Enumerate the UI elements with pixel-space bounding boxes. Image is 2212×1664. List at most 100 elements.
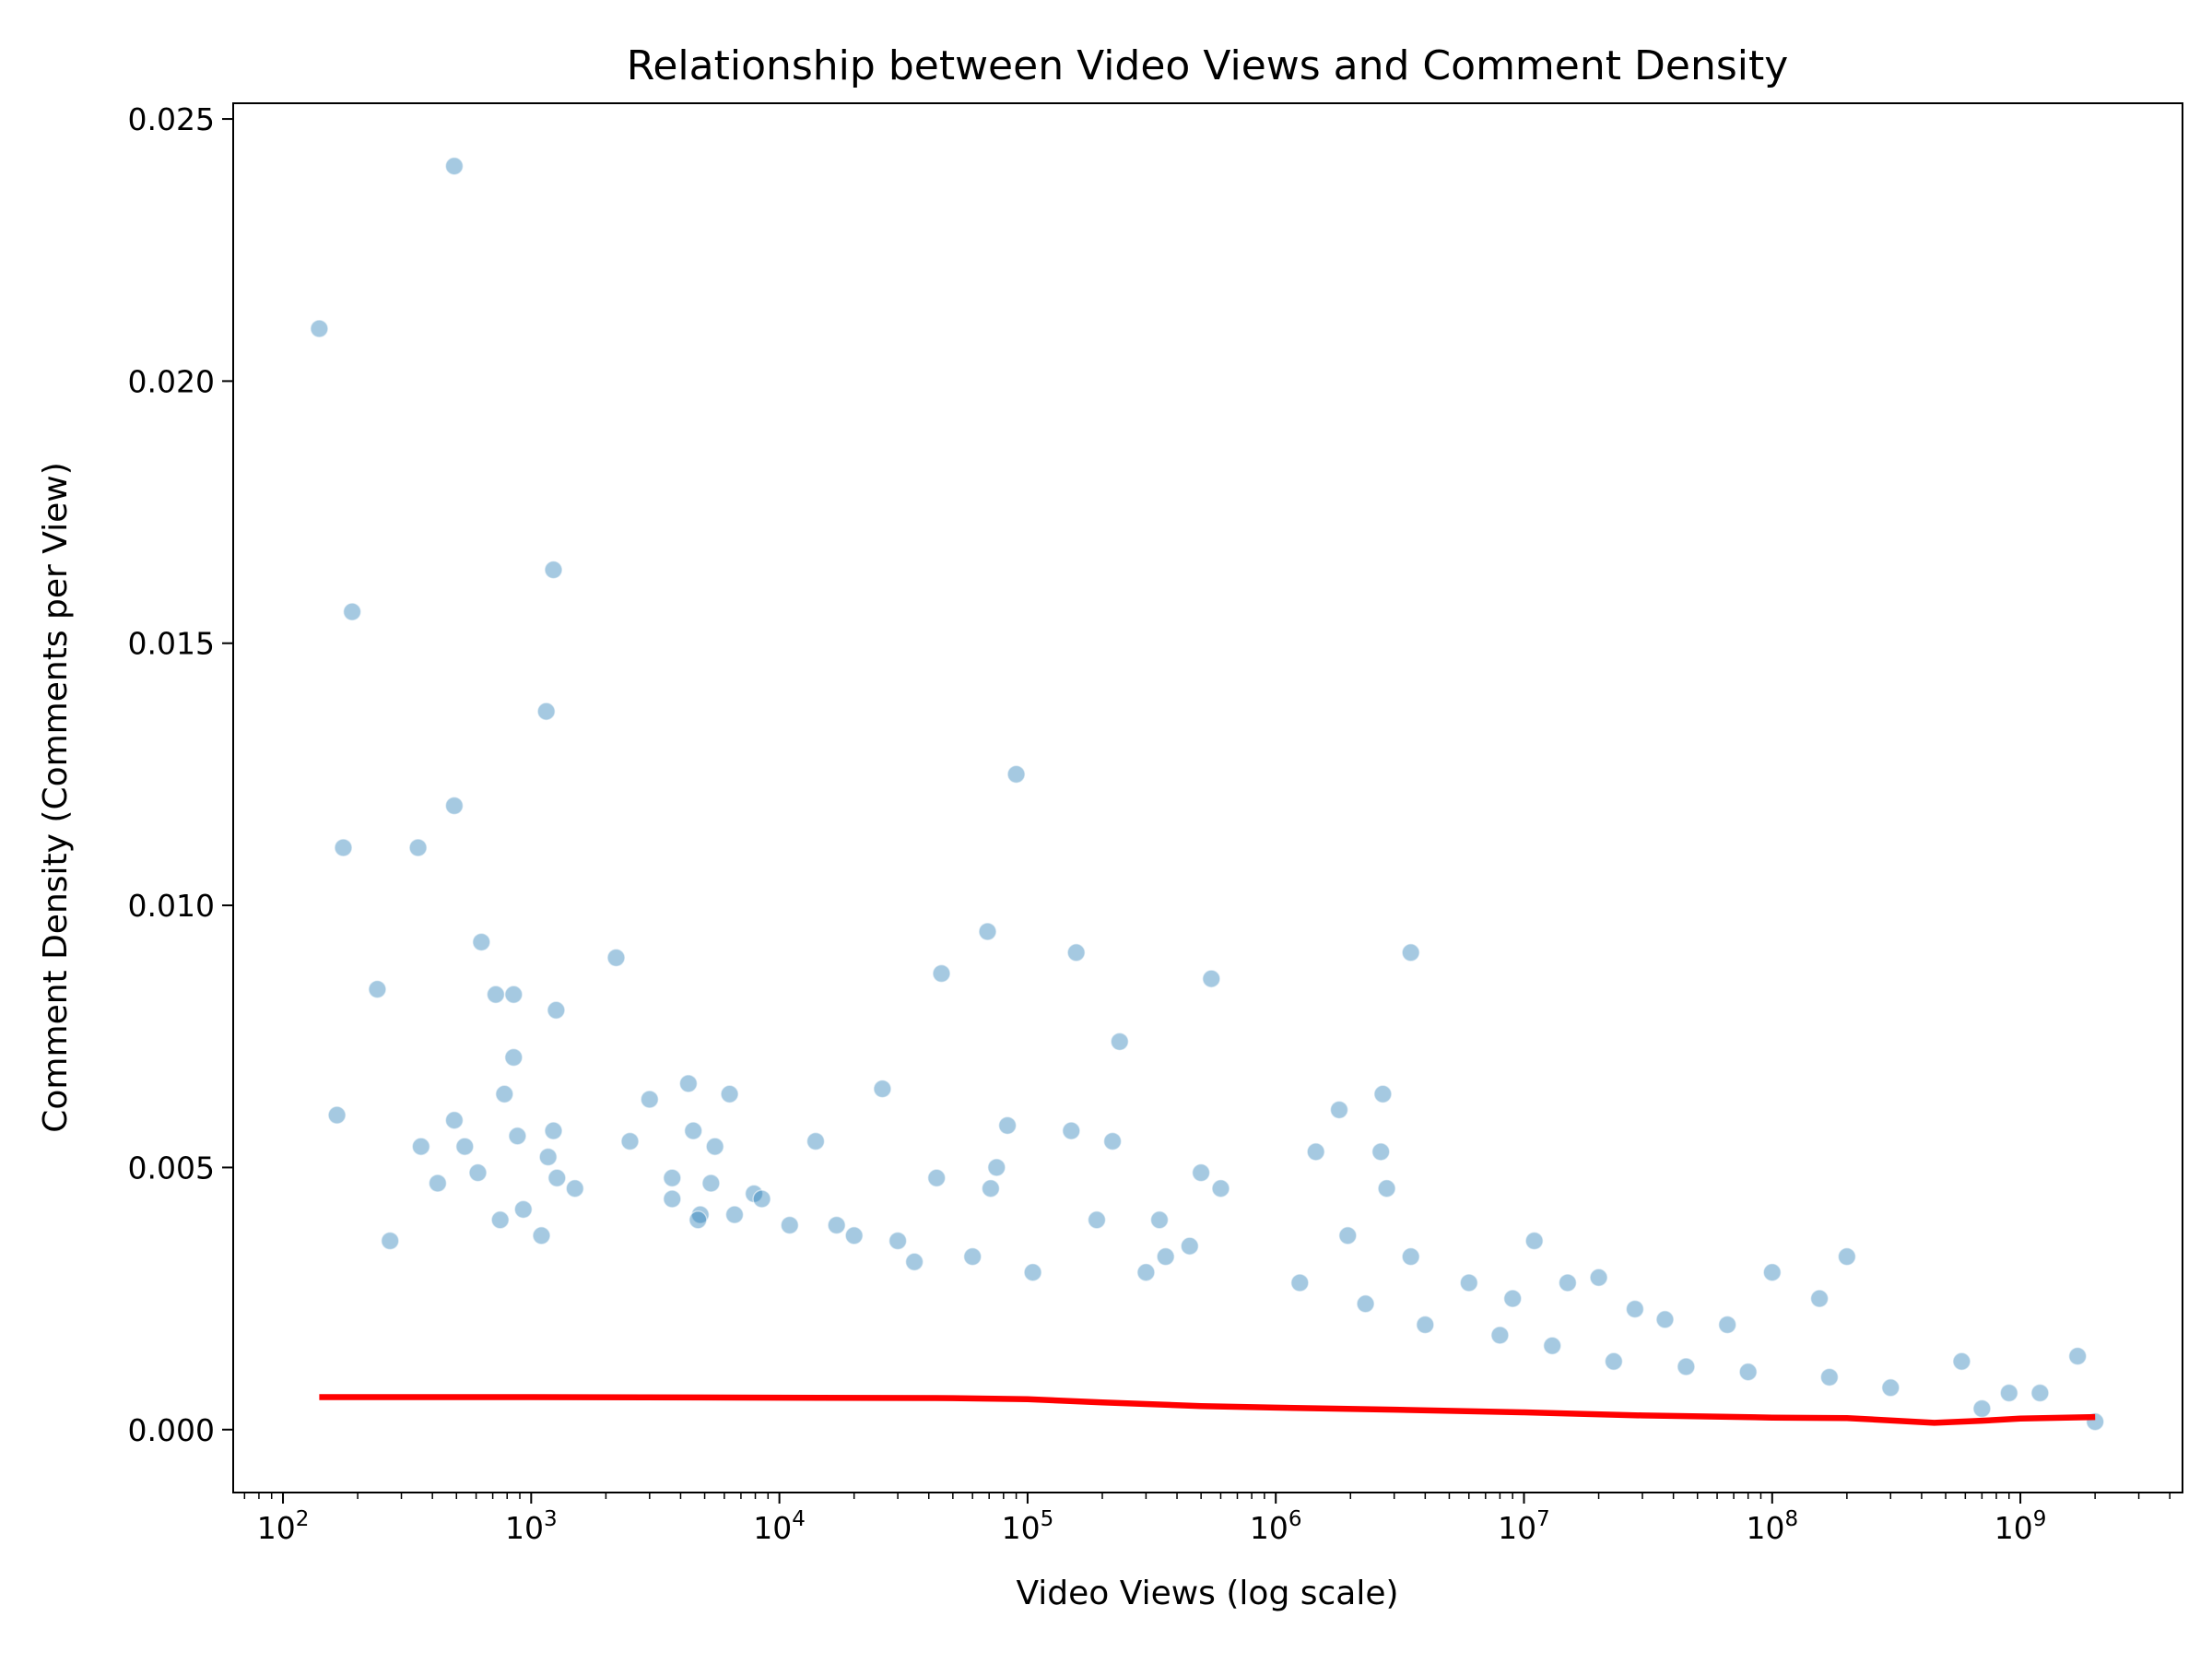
y-axis-title: Comment Density (Comments per View) [37, 462, 75, 1132]
scatter-point [2030, 1383, 2050, 1403]
scatter-point [1416, 1315, 1435, 1335]
scatter-point [2067, 1346, 2088, 1366]
y-tick-label: 0.010 [128, 888, 215, 924]
scatter-point [640, 1090, 659, 1109]
scatter-point [1881, 1378, 1900, 1398]
scatter-point [1110, 1032, 1130, 1052]
scatter-point [1837, 1246, 1857, 1267]
scatter-point [1202, 969, 1221, 988]
scatter-point [1809, 1289, 1830, 1308]
scatter-point [663, 1168, 682, 1188]
x-tick-label: 109 [1994, 1507, 2047, 1546]
scatter-point [752, 1189, 771, 1209]
scatter-point [620, 1131, 640, 1151]
scatter-point [1589, 1268, 1608, 1288]
y-tick-label: 0.015 [128, 626, 215, 662]
scatter-point [1952, 1351, 1971, 1372]
y-tick-label: 0.000 [128, 1412, 215, 1448]
scatter-point [342, 602, 362, 621]
x-tick-label: 106 [1250, 1507, 1302, 1546]
scatter-point [1655, 1310, 1675, 1329]
scatter-point [408, 838, 428, 857]
scatter-point [1524, 1231, 1544, 1251]
x-tick-label: 102 [257, 1507, 310, 1546]
y-tick-label: 0.025 [128, 101, 215, 137]
scatter-point [1819, 1367, 1840, 1387]
scatter-point [888, 1231, 908, 1251]
y-axis-ticks: 0.000 0.005 0.010 0.015 0.020 0.025 [128, 101, 233, 1448]
scatter-point [1149, 1210, 1170, 1230]
scatter-point [701, 1174, 721, 1193]
scatter-point [987, 1158, 1006, 1177]
scatter-point [1180, 1236, 1200, 1256]
scatter-point [1356, 1294, 1375, 1314]
scatter-point [1006, 764, 1026, 785]
scatter-point [1211, 1178, 1230, 1198]
scatter-point [1604, 1351, 1624, 1372]
trend-line-layer [319, 1394, 2096, 1426]
scatter-point [368, 979, 387, 999]
scatter-point [1191, 1162, 1211, 1183]
scatter-point [327, 1105, 347, 1125]
scatter-point [1023, 1262, 1042, 1282]
scatter-point [904, 1252, 924, 1272]
scatter-point [1156, 1246, 1175, 1267]
scatter-point [544, 1121, 563, 1140]
scatter-point [827, 1215, 846, 1235]
scatter-point [1371, 1142, 1391, 1162]
scatter-point [1087, 1210, 1107, 1230]
scatter-point [932, 963, 951, 984]
scatter-point [486, 985, 506, 1005]
scatter-point [547, 1168, 567, 1188]
scatter-point [1290, 1273, 1310, 1292]
scatter-point [536, 702, 556, 721]
scatter-point [532, 1226, 551, 1245]
scatter-point [1401, 1246, 1420, 1267]
scatter-point [678, 1074, 699, 1093]
scatter-point [1329, 1100, 1349, 1120]
scatter-point [684, 1121, 703, 1140]
scatter-point [381, 1231, 400, 1251]
scatter-point [1401, 943, 1420, 962]
scatter-point [513, 1199, 533, 1220]
scatter-point [688, 1210, 708, 1230]
y-tick-label: 0.005 [128, 1150, 215, 1186]
plot-area-frame [232, 102, 2183, 1493]
scatter-point [468, 1162, 488, 1183]
x-tick-label: 108 [1746, 1507, 1798, 1546]
scatter-point [1373, 1084, 1393, 1104]
scatter-point [428, 1174, 448, 1193]
scatter-point [1677, 1357, 1696, 1376]
x-tick-label: 107 [1498, 1507, 1550, 1546]
scatter-point [455, 1137, 475, 1156]
scatter-point [724, 1205, 745, 1224]
scatter-point [310, 319, 329, 338]
scatter-point [1066, 943, 1086, 962]
scatter-point [1762, 1262, 1783, 1282]
scatter-point [444, 796, 465, 816]
y-tick-label: 0.020 [128, 363, 215, 399]
scatter-point [490, 1210, 510, 1230]
scatter-point [1625, 1299, 1645, 1319]
scatter-point [1062, 1121, 1081, 1140]
scatter-point [1542, 1336, 1562, 1356]
scatter-point [997, 1115, 1018, 1136]
scatter-point [1738, 1362, 1758, 1382]
scatter-point [1490, 1326, 1510, 1345]
scatter-point [844, 1226, 864, 1245]
scatter-point [547, 1000, 566, 1021]
x-tick-label: 105 [1002, 1507, 1054, 1546]
scatter-point [411, 1137, 430, 1156]
chart-title: Relationship between Video Views and Com… [627, 42, 1789, 89]
scatter-point [981, 1178, 1001, 1198]
scatter-point [538, 1147, 558, 1167]
scatter-point [927, 1168, 947, 1188]
scatter-point [978, 922, 997, 941]
scatter-point [444, 156, 465, 176]
scatter-point [472, 932, 491, 952]
scatter-point [1502, 1289, 1523, 1308]
scatter-point [1459, 1273, 1479, 1292]
scatter-point [1377, 1178, 1396, 1198]
scatter-point [504, 985, 524, 1005]
